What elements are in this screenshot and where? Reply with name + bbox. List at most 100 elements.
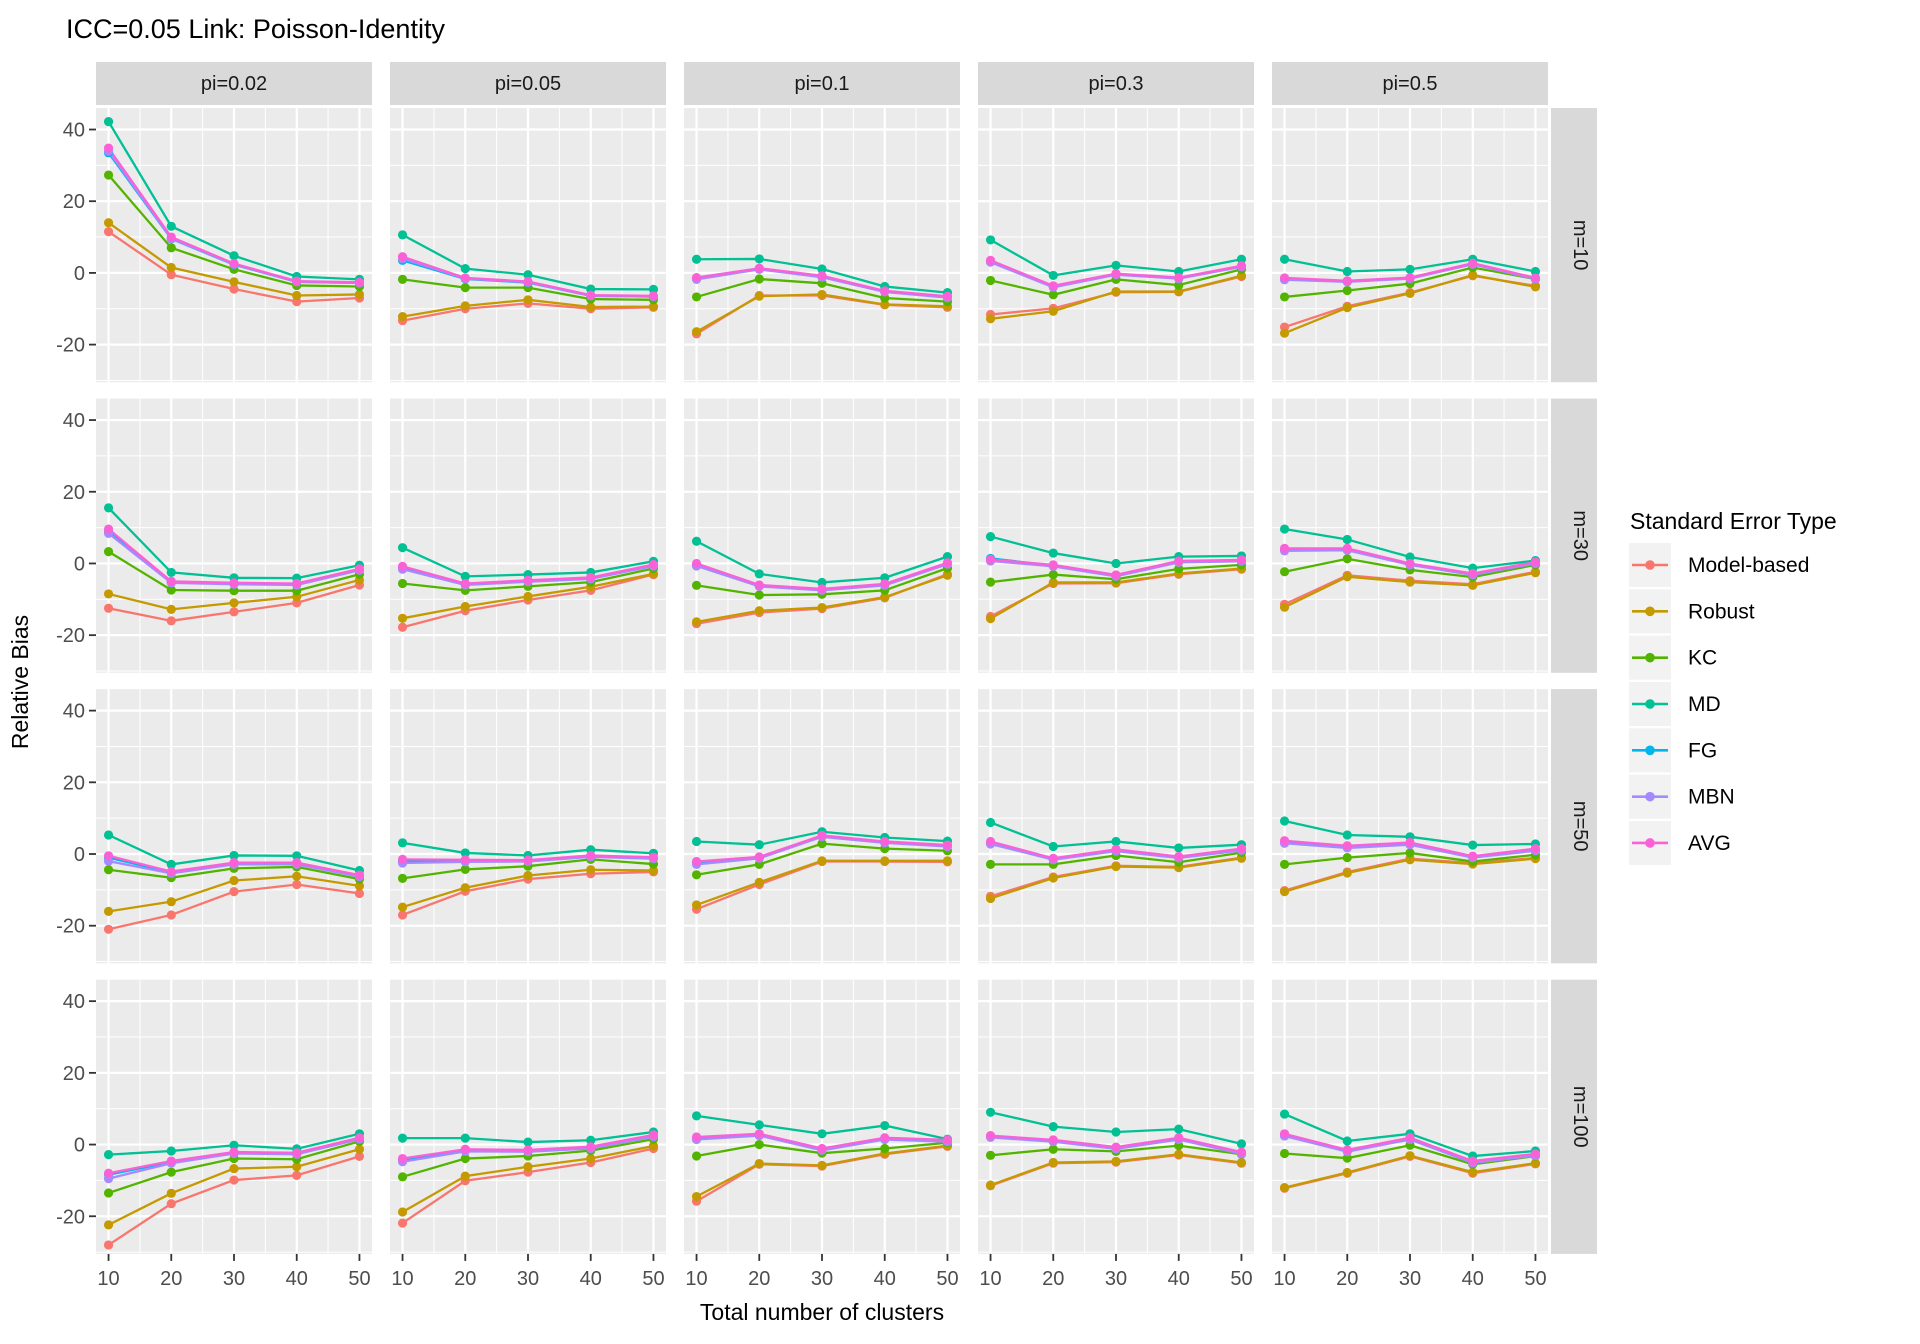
series-point-Robust: [985, 1180, 996, 1190]
series-point-Robust: [1048, 577, 1058, 588]
series-point-AVG: [1048, 853, 1058, 863]
series-point-AVG: [942, 1135, 953, 1145]
series-point-AVG: [1468, 851, 1478, 861]
series-point-Robust: [354, 289, 365, 300]
series-point-Robust: [817, 289, 827, 300]
chart-title: ICC=0.05 Link: Poisson-Identity: [66, 14, 445, 44]
series-point-KC: [1342, 554, 1352, 564]
series-point-MD: [1342, 1136, 1352, 1146]
series-point-AVG: [985, 554, 996, 565]
series-point-Robust: [754, 291, 764, 301]
series-point-MD: [103, 1149, 114, 1160]
series-point-AVG: [817, 584, 827, 594]
series-point-Robust: [1342, 868, 1352, 878]
facet-panel: [1272, 108, 1548, 383]
series-point-AVG: [942, 291, 953, 301]
x-tick-label: 30: [1105, 1268, 1127, 1290]
facet-column-strip: pi=0.02: [96, 62, 372, 105]
series-point-Robust: [1111, 286, 1121, 297]
x-tick-label: 30: [811, 1268, 833, 1290]
series-point-KC: [103, 1188, 114, 1198]
series-point-Robust: [691, 327, 702, 337]
series-point-Robust: [880, 299, 890, 310]
y-tick-label: 40: [63, 991, 85, 1013]
series-point-KC: [103, 865, 114, 875]
series-point-KC: [985, 859, 996, 870]
series-point-KC: [460, 283, 470, 293]
series-point-Robust: [1405, 288, 1415, 298]
series-point-Robust: [880, 592, 890, 602]
y-tick-label: 0: [74, 844, 85, 866]
series-point-AVG: [1236, 555, 1247, 565]
series-point-Model-based: [354, 888, 365, 899]
series-point-MD: [880, 1120, 890, 1131]
series-point-AVG: [586, 572, 596, 583]
legend-key-point: [1645, 699, 1655, 709]
series-point-MD: [691, 836, 702, 847]
facet-panel: [96, 979, 372, 1254]
series-point-AVG: [1111, 1142, 1121, 1152]
series-point-AVG: [942, 558, 953, 568]
series-point-MD: [754, 254, 764, 264]
series-point-MD: [1048, 548, 1058, 558]
series-point-MD: [1342, 266, 1352, 277]
facet-column-strip: pi=0.3: [978, 62, 1254, 105]
series-point-AVG: [1236, 1147, 1247, 1157]
series-point-KC: [985, 577, 996, 587]
series-point-KC: [754, 274, 764, 284]
series-point-MD: [817, 1129, 827, 1139]
series-point-KC: [985, 275, 996, 286]
series-point-KC: [460, 864, 470, 875]
y-axis-title: Relative Bias: [7, 615, 33, 749]
series-point-AVG: [523, 855, 533, 865]
facet-column-strip: pi=0.05: [390, 62, 666, 105]
facet-panel: [684, 689, 960, 964]
series-point-AVG: [1279, 273, 1290, 283]
series-point-MD: [1174, 1124, 1184, 1134]
series-point-AVG: [354, 1133, 365, 1143]
series-point-MD: [1342, 534, 1352, 545]
y-tick-label: 0: [74, 1135, 85, 1157]
facet-panel: [978, 398, 1254, 673]
series-point-KC: [460, 1153, 470, 1164]
series-point-AVG: [229, 578, 239, 588]
series-point-MD: [229, 251, 239, 261]
facet-panel: [684, 979, 960, 1254]
series-point-MD: [1048, 841, 1058, 852]
series-point-AVG: [880, 1133, 890, 1143]
series-point-AVG: [1530, 1149, 1541, 1159]
series-point-AVG: [354, 870, 365, 880]
series-point-AVG: [397, 561, 408, 571]
series-point-MD: [985, 817, 996, 828]
x-tick-label: 10: [979, 1268, 1001, 1290]
series-point-AVG: [1405, 272, 1415, 283]
series-point-MD: [229, 1140, 239, 1150]
series-point-AVG: [648, 291, 659, 301]
facet-panel: [390, 398, 666, 673]
series-point-AVG: [985, 836, 996, 847]
series-point-Robust: [942, 570, 953, 580]
series-point-Robust: [523, 295, 533, 305]
series-point-KC: [691, 870, 702, 880]
series-point-MD: [397, 838, 408, 848]
series-point-MD: [586, 1135, 596, 1145]
series-point-MD: [1111, 836, 1121, 847]
series-point-Robust: [1530, 282, 1541, 292]
series-point-MD: [1048, 270, 1058, 281]
series-point-Robust: [1174, 1149, 1184, 1159]
series-point-KC: [1048, 569, 1058, 580]
series-point-Robust: [1342, 1167, 1352, 1178]
series-point-AVG: [880, 836, 890, 847]
series-point-Robust: [1530, 1158, 1541, 1168]
series-point-AVG: [691, 272, 702, 283]
series-point-Robust: [292, 1162, 302, 1172]
series-point-AVG: [1530, 557, 1541, 567]
series-point-Robust: [397, 613, 408, 623]
series-point-AVG: [1342, 543, 1352, 554]
x-tick-label: 10: [97, 1268, 119, 1290]
x-tick-label: 20: [454, 1268, 476, 1290]
series-point-AVG: [229, 258, 239, 269]
series-point-Robust: [985, 314, 996, 324]
series-point-AVG: [985, 1130, 996, 1141]
series-point-KC: [1174, 280, 1184, 290]
